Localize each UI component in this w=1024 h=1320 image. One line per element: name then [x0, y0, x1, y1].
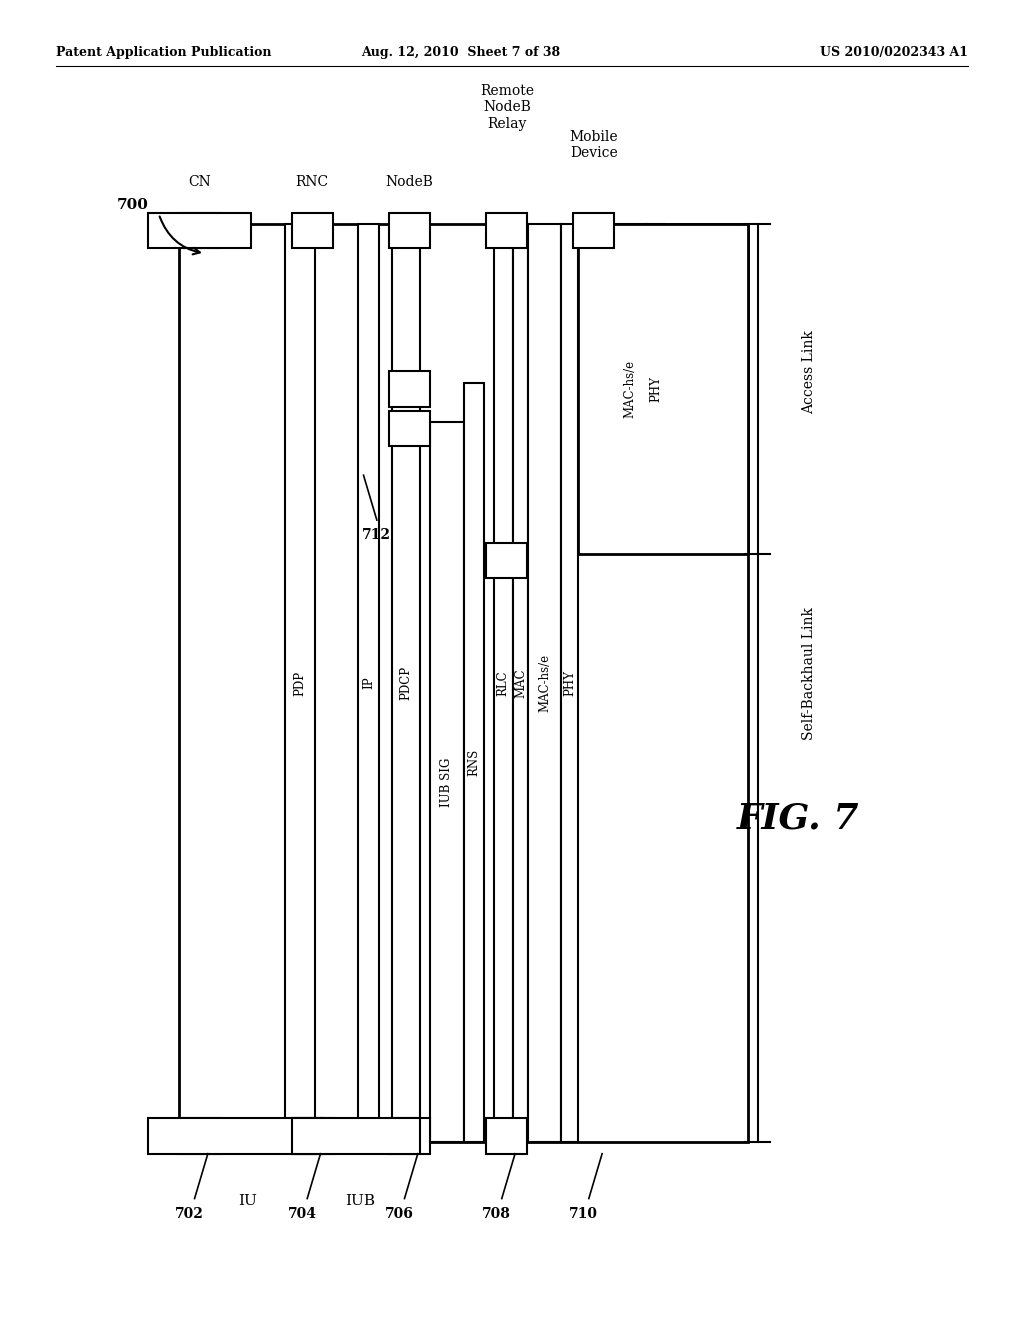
Bar	[292, 1118, 420, 1154]
Text: 712: 712	[362, 528, 391, 541]
Bar	[179, 224, 748, 1142]
Bar	[578, 224, 748, 554]
Bar	[358, 224, 379, 1142]
Bar	[464, 383, 484, 1142]
Text: IU: IU	[239, 1195, 257, 1208]
Text: RLC: RLC	[497, 671, 510, 696]
Bar	[179, 213, 220, 248]
Bar	[389, 213, 430, 248]
Bar	[389, 411, 430, 446]
Bar	[148, 1118, 323, 1154]
Bar	[486, 1118, 527, 1154]
Text: IUB SIG: IUB SIG	[440, 758, 454, 807]
Bar	[292, 1118, 333, 1154]
Text: Aug. 12, 2010  Sheet 7 of 38: Aug. 12, 2010 Sheet 7 of 38	[361, 46, 560, 59]
Text: PHY: PHY	[649, 376, 662, 403]
Text: IUB: IUB	[345, 1195, 376, 1208]
Text: 706: 706	[385, 1208, 414, 1221]
Text: FIG. 7: FIG. 7	[737, 801, 860, 836]
Text: IP: IP	[362, 677, 375, 689]
Bar	[486, 213, 527, 248]
Text: US 2010/0202343 A1: US 2010/0202343 A1	[819, 46, 968, 59]
Text: 702: 702	[175, 1208, 204, 1221]
Text: MAC-hs/e: MAC-hs/e	[624, 360, 637, 418]
Bar	[430, 422, 464, 1142]
Bar	[573, 213, 614, 248]
Text: RNS: RNS	[468, 748, 480, 776]
Text: 704: 704	[288, 1208, 316, 1221]
Bar	[613, 224, 647, 554]
Bar	[389, 371, 430, 407]
Bar	[148, 213, 251, 248]
Text: PDCP: PDCP	[399, 667, 413, 700]
Bar	[494, 224, 513, 1142]
Text: MAC: MAC	[514, 668, 527, 698]
Bar	[647, 224, 664, 554]
Text: Patent Application Publication: Patent Application Publication	[56, 46, 271, 59]
Text: Remote
NodeB
Relay: Remote NodeB Relay	[480, 84, 534, 131]
Text: Self-Backhaul Link: Self-Backhaul Link	[802, 607, 816, 739]
Text: 708: 708	[482, 1208, 511, 1221]
Bar	[179, 1118, 220, 1154]
Text: Access Link: Access Link	[802, 330, 816, 414]
Text: PHY: PHY	[563, 671, 575, 696]
Bar	[528, 224, 561, 1142]
Text: 700: 700	[117, 198, 150, 211]
Text: 710: 710	[569, 1208, 598, 1221]
Bar	[389, 1118, 430, 1154]
Text: PDP: PDP	[294, 671, 306, 696]
Text: Mobile
Device: Mobile Device	[569, 129, 618, 160]
Text: RNC: RNC	[296, 174, 329, 189]
Text: NodeB: NodeB	[386, 174, 433, 189]
Text: MAC-hs/e: MAC-hs/e	[539, 653, 551, 713]
Bar	[486, 543, 527, 578]
Bar	[513, 224, 528, 1142]
Bar	[392, 224, 420, 1142]
Bar	[285, 224, 315, 1142]
Bar	[292, 213, 333, 248]
Text: CN: CN	[188, 174, 211, 189]
Bar	[561, 224, 578, 1142]
